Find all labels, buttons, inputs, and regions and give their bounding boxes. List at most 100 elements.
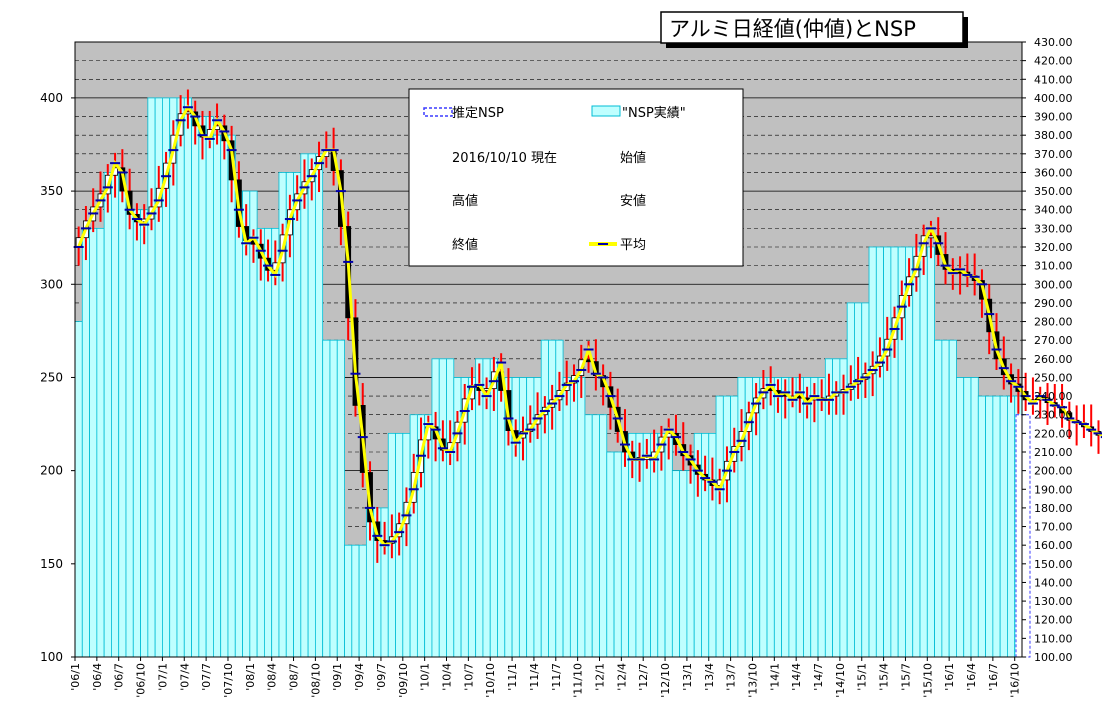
nsp-bar (198, 116, 207, 658)
nsp-actual-bars (74, 97, 1031, 658)
chart-title: アルミ日経値(仲値)とNSP (669, 17, 916, 41)
nsp-bar (963, 377, 972, 658)
nsp-bar (147, 97, 156, 658)
x-tick-label: '11/1 (506, 663, 519, 691)
nsp-bar (788, 377, 797, 658)
x-tick-label: '07/1 (156, 663, 169, 691)
nsp-bar (875, 246, 884, 658)
nsp-bar (191, 116, 200, 658)
y-left-tick-label: 150 (40, 557, 63, 571)
nsp-bar (854, 302, 863, 658)
y-right-tick-label: 200.00 (1034, 465, 1073, 478)
x-tick-label: '08/1 (244, 663, 257, 691)
nsp-bar (664, 432, 673, 658)
nsp-bar (686, 470, 695, 658)
y-right-tick-label: 410.00 (1034, 73, 1073, 86)
x-tick-label: '16/1 (943, 663, 956, 691)
y-right-tick-label: 330.00 (1034, 222, 1073, 235)
legend-low: 安値 (620, 193, 646, 209)
nsp-bar (81, 227, 90, 658)
y-right-tick-label: 390.00 (1034, 111, 1073, 124)
y-right-tick-label: 320.00 (1034, 241, 1073, 254)
nsp-bar (540, 339, 549, 658)
legend-average: 平均 (620, 238, 646, 253)
y-left-tick-label: 100 (40, 650, 63, 664)
legend-actual-nsp: "NSP実績" (622, 105, 686, 121)
y-right-tick-label: 370.00 (1034, 148, 1073, 161)
nsp-bar (227, 134, 236, 658)
nsp-bar (431, 358, 440, 658)
x-tick-label: '15/1 (856, 663, 869, 691)
x-tick-label: '07/7 (200, 663, 213, 691)
nsp-bar (584, 414, 593, 658)
x-tick-label: '15/4 (878, 663, 891, 691)
nsp-bar (846, 302, 855, 658)
nsp-bar (1007, 395, 1016, 658)
nsp-bar (234, 190, 243, 658)
x-tick-label: '16/4 (965, 663, 978, 691)
x-tick-label: '06/4 (91, 663, 104, 691)
nsp-bar (96, 227, 105, 658)
legend-actual-nsp-swatch (591, 105, 621, 117)
nsp-bar (722, 395, 732, 658)
legend-close: 終値 (452, 237, 478, 253)
nsp-bar (956, 377, 965, 658)
nsp-bar (883, 246, 892, 658)
nsp-bar (606, 451, 615, 658)
x-tick-label: '13/4 (703, 663, 716, 691)
x-tick-label: '09/10 (397, 663, 410, 698)
nsp-bar (300, 153, 309, 658)
nsp-bar (351, 544, 360, 658)
x-tick-label: '12/10 (659, 663, 672, 698)
y-right-tick-label: 380.00 (1034, 129, 1073, 142)
y-right-tick-label: 290.00 (1034, 297, 1073, 310)
nsp-bar (467, 377, 477, 658)
y-right-tick-label: 220.00 (1034, 427, 1073, 440)
nsp-bar (970, 377, 979, 658)
y-right-tick-label: 230.00 (1034, 409, 1073, 422)
x-tick-label: '11/10 (572, 663, 585, 698)
nsp-bar (118, 172, 127, 658)
x-tick-label: '12/1 (593, 663, 606, 691)
nsp-bar (803, 377, 812, 658)
legend-high: 高値 (452, 193, 478, 209)
nsp-bar (985, 395, 994, 658)
nsp-bar (89, 227, 98, 658)
nsp-bar (242, 190, 251, 658)
nsp-bar (329, 339, 338, 658)
nsp-bar (263, 227, 273, 658)
nsp-bar (322, 339, 331, 658)
legend-estimated-nsp-swatch (423, 107, 453, 117)
y-right-tick-label: 140.00 (1034, 576, 1073, 589)
x-tick-label: '11/7 (550, 663, 563, 691)
nsp-bar (256, 227, 265, 658)
y-right-tick-label: 100.00 (1034, 651, 1073, 664)
x-tick-label: '06/7 (113, 663, 126, 691)
candle-body (928, 235, 934, 239)
y-right-tick-label: 430.00 (1034, 36, 1073, 49)
nsp-bar (934, 339, 943, 658)
x-tick-label: '07/4 (178, 663, 191, 691)
x-tick-label: '14/10 (834, 663, 847, 698)
y-axis-right: 100.00 110.00 120.00 130.00 140.00 150.00 160.… (1022, 36, 1073, 664)
nsp-bar (977, 395, 986, 658)
x-axis: '06/1 '06/4 '06/7 '06/10 '07/1 '07/4 '07/7 '07/… (69, 657, 1022, 698)
nsp-bar (336, 339, 345, 658)
plot-frame (74, 41, 1023, 658)
nsp-bar (176, 97, 185, 658)
nsp-bar (671, 470, 681, 658)
nsp-bar (613, 451, 622, 658)
x-tick-label: '12/7 (637, 663, 650, 691)
nsp-bar (103, 172, 112, 658)
y-right-tick-label: 300.00 (1034, 278, 1073, 291)
nsp-bar (314, 153, 324, 658)
x-tick-label: '15/10 (921, 663, 934, 698)
y-right-tick-label: 170.00 (1034, 521, 1073, 534)
x-tick-label: '08/10 (309, 663, 322, 698)
nsp-bar (562, 377, 571, 658)
y-right-tick-label: 120.00 (1034, 614, 1073, 627)
nsp-bar (74, 321, 83, 658)
x-tick-label: '10/1 (419, 663, 432, 691)
nsp-bar (941, 339, 950, 658)
nsp-bar (213, 134, 222, 658)
